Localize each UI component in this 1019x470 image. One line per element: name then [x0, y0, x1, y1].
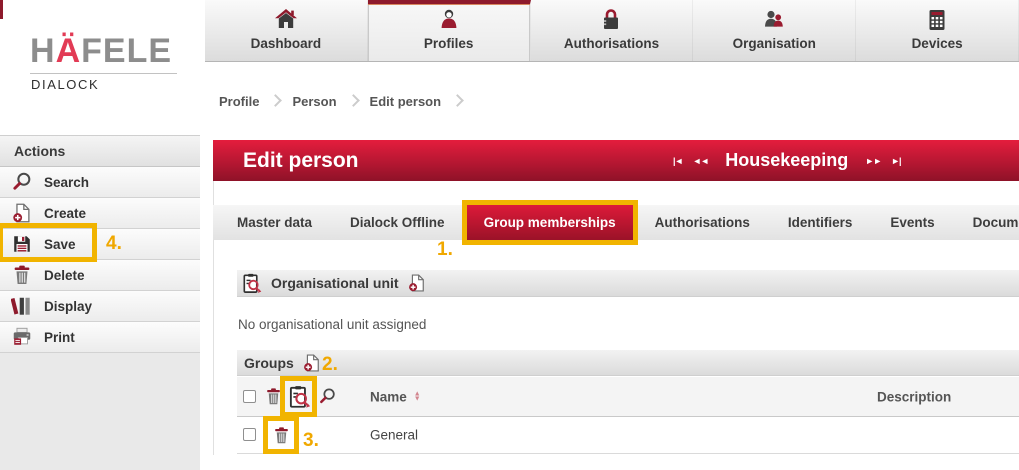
select-all-checkbox[interactable]	[243, 390, 256, 403]
nav-tab-label: Dashboard	[250, 36, 322, 51]
organisational-unit-section-header: Organisational unit	[237, 270, 1019, 297]
column-header-name: Name ▲ ▼	[370, 389, 421, 404]
sidebar-item-display[interactable]: Display	[0, 291, 200, 322]
detail-tab-strip: Master data Dialock Offline Group member…	[213, 200, 1019, 245]
sidebar-item-print[interactable]: Print	[0, 322, 200, 353]
current-record-name: Housekeeping	[725, 150, 849, 170]
groups-table-header: Name ▲ ▼ Description	[237, 376, 1019, 417]
nav-tab-label: Authorisations	[563, 36, 660, 51]
create-icon	[11, 202, 33, 224]
groups-section-header: Groups	[237, 350, 1019, 376]
tab-documents[interactable]: Documents	[972, 215, 1019, 230]
nav-tab-label: Profiles	[423, 36, 474, 51]
add-group-icon[interactable]	[302, 353, 322, 373]
search-icon[interactable]	[318, 387, 337, 406]
tab-identifiers[interactable]: Identifiers	[787, 215, 853, 230]
sort-by-name[interactable]: Name	[370, 389, 407, 404]
table-row: General	[237, 416, 1019, 454]
record-pager: |◄ ◄◄ Housekeeping ►► ►|	[673, 140, 902, 181]
annotation-box-step3-target	[263, 416, 299, 454]
nav-tab-devices[interactable]: Devices	[856, 0, 1019, 61]
top-navigation: Dashboard Profiles Authorisations Organi…	[205, 0, 1019, 62]
nav-tab-profiles[interactable]: Profiles	[367, 0, 531, 61]
logo-letter: H	[30, 32, 56, 70]
person-icon	[437, 8, 461, 32]
annotation-label-2: 2.	[322, 354, 338, 375]
tab-events[interactable]: Events	[890, 215, 935, 230]
sidebar-item-label: Display	[44, 298, 93, 314]
home-icon	[274, 8, 298, 32]
sort-asc-icon: ▲	[413, 390, 421, 398]
nav-tab-label: Organisation	[732, 36, 816, 51]
content-left-border	[213, 181, 214, 455]
tab-master-data[interactable]: Master data	[237, 215, 313, 230]
lock-icon	[599, 8, 623, 32]
annotation-label-1: 1.	[437, 239, 453, 260]
annotation-label-4: 4.	[106, 233, 122, 254]
sidebar-item-label: Search	[44, 174, 90, 190]
breadcrumb: Profile Person Edit person	[219, 90, 464, 112]
sidebar-item-search[interactable]: Search	[0, 167, 200, 198]
sidebar-item-label: Print	[44, 329, 75, 345]
nav-tab-organisation[interactable]: Organisation	[693, 0, 857, 61]
annotation-label-3: 3.	[303, 430, 319, 451]
next-record-button[interactable]: ►►	[865, 155, 882, 166]
tab-authorisations[interactable]: Authorisations	[654, 215, 750, 230]
logo-divider	[30, 73, 177, 74]
last-record-button[interactable]: ►|	[891, 155, 901, 166]
sidebar-item-create[interactable]: Create	[0, 198, 200, 229]
annotation-box-step2-target	[280, 376, 317, 417]
people-icon	[762, 8, 786, 32]
clipboard-search-icon	[240, 272, 263, 295]
trash-icon	[11, 264, 33, 286]
no-org-unit-message: No organisational unit assigned	[238, 317, 427, 332]
sort-desc-icon: ▼	[413, 395, 421, 403]
actions-sidebar: Actions Search Create Save Delete Displa…	[0, 135, 200, 470]
dialock-wordmark: DIALOCK	[31, 77, 100, 92]
column-header-description: Description	[877, 389, 952, 404]
logo-umlaut: Ä	[55, 32, 82, 70]
hafele-logo: HÄFELE	[30, 34, 172, 68]
nav-tab-dashboard[interactable]: Dashboard	[205, 0, 368, 61]
chevron-right-icon	[346, 94, 360, 107]
sidebar-item-label: Create	[44, 205, 87, 221]
sidebar-item-save[interactable]: Save	[0, 229, 200, 260]
printer-icon	[11, 326, 33, 348]
tab-group-memberships[interactable]: Group memberships	[461, 200, 638, 245]
chevron-right-icon	[451, 94, 464, 107]
add-organisational-unit-icon[interactable]	[407, 273, 427, 293]
first-record-button[interactable]: |◄	[673, 155, 683, 166]
tab-dialock-offline[interactable]: Dialock Offline	[350, 215, 445, 230]
sidebar-item-label: Save	[44, 236, 76, 252]
sidebar-item-label: Delete	[44, 267, 85, 283]
brand-accent-bar	[0, 0, 3, 19]
sort-arrows-icon[interactable]: ▲ ▼	[413, 390, 421, 403]
breadcrumb-item-profile[interactable]: Profile	[219, 93, 260, 109]
sidebar-item-delete[interactable]: Delete	[0, 260, 200, 291]
group-name-cell: General	[370, 427, 419, 443]
nav-tab-label: Devices	[911, 36, 963, 51]
sidebar-title: Actions	[0, 136, 200, 167]
clipboard-search-icon[interactable]	[286, 384, 312, 410]
row-checkbox[interactable]	[243, 428, 256, 441]
nav-tab-authorisations[interactable]: Authorisations	[531, 0, 694, 61]
save-icon	[11, 233, 33, 255]
books-icon	[11, 295, 33, 317]
devices-icon	[925, 8, 949, 32]
section-title: Groups	[244, 354, 294, 371]
section-title: Organisational unit	[271, 275, 399, 291]
delete-row-icon[interactable]	[272, 426, 291, 445]
breadcrumb-item-edit-person[interactable]: Edit person	[369, 93, 442, 109]
previous-record-button[interactable]: ◄◄	[692, 155, 709, 166]
chevron-right-icon	[269, 94, 283, 107]
breadcrumb-item-person[interactable]: Person	[292, 93, 337, 109]
page-title: Edit person	[243, 148, 359, 172]
logo-rest: FELE	[81, 32, 173, 70]
search-icon	[11, 171, 33, 193]
page-header: Edit person |◄ ◄◄ Housekeeping ►► ►|	[213, 140, 1019, 181]
delete-selected-icon[interactable]	[264, 387, 283, 406]
